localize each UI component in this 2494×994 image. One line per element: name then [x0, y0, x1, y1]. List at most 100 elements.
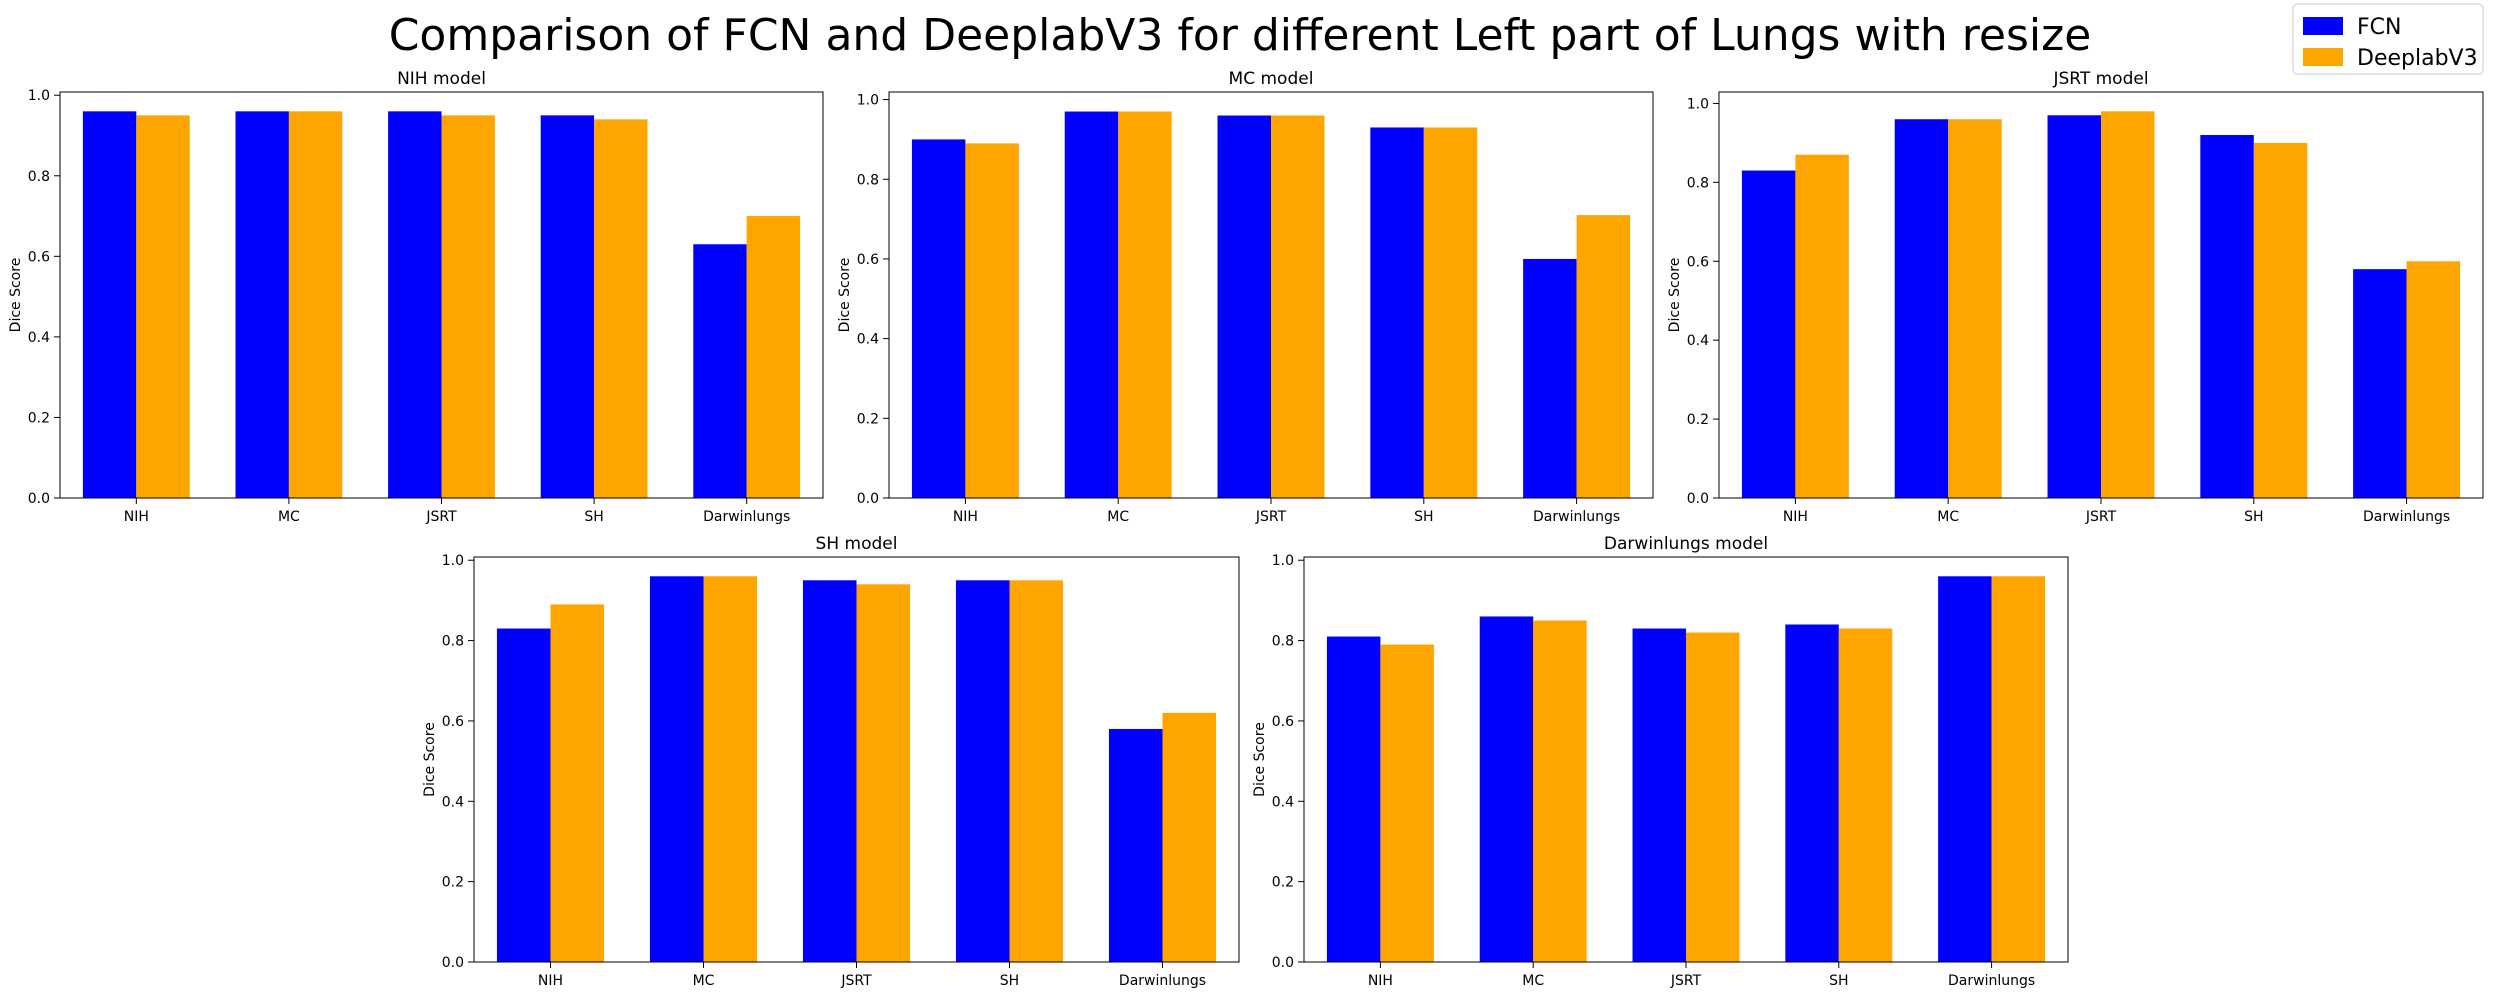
x-tick-label-nih: NIH	[1783, 509, 1808, 525]
x-tick-label-mc: MC	[1522, 973, 1544, 989]
subplot-darwinlungs-model: 0.0 0.2 0.4 0.6 0.8 1.0 NIH MC JSRT SH Darwinlungs…	[1252, 534, 2069, 989]
y-tick-label: 0.2	[28, 410, 50, 426]
subplot-title: SH model	[816, 534, 898, 554]
x-tick-label-sh: SH	[584, 509, 603, 525]
bar-fcn-darwinlungs	[1108, 728, 1163, 962]
bar-fcn-mc	[1064, 111, 1119, 499]
y-tick-label: 0.0	[28, 491, 50, 507]
subplot-title: NIH model	[397, 69, 486, 89]
y-tick-label: 0.8	[28, 169, 50, 185]
x-tick-label-jsrt: JSRT	[2085, 509, 2117, 525]
x-tick-label-jsrt: JSRT	[1255, 509, 1287, 525]
bar-deeplabv3-darwinlungs	[1576, 215, 1631, 499]
bar-fcn-nih	[496, 628, 551, 962]
x-tick-label-jsrt: JSRT	[840, 973, 872, 989]
x-tick-label-sh: SH	[2244, 509, 2263, 525]
x-tick-label-nih: NIH	[538, 973, 563, 989]
bar-fcn-sh	[2200, 135, 2254, 498]
y-tick-label: 0.0	[857, 491, 879, 507]
figure-title: Comparison of FCN and DeeplabV3 for diff…	[389, 10, 2092, 61]
bar-fcn-jsrt	[2047, 115, 2101, 498]
x-tick-label-mc: MC	[693, 973, 715, 989]
y-tick-label: 0.6	[442, 714, 464, 730]
y-tick-label: 1.0	[857, 93, 879, 109]
y-axis-label: Dice Score	[8, 258, 24, 333]
y-tick-label: 0.4	[857, 332, 879, 348]
bar-fcn-jsrt	[802, 580, 857, 962]
x-tick-label-darwinlungs: Darwinlungs	[1119, 973, 1206, 989]
bar-deeplabv3-nih	[550, 604, 605, 962]
x-tick-label-sh: SH	[1414, 509, 1433, 525]
subplot-jsrt-model: 0.0 0.2 0.4 0.6 0.8 1.0 NIH MC JSRT SH Darwinlungs…	[1667, 69, 2484, 525]
subplot-title: Darwinlungs model	[1604, 534, 1768, 554]
y-tick-label: 0.0	[442, 955, 464, 971]
y-axis-label: Dice Score	[1252, 722, 1268, 797]
x-tick-label-nih: NIH	[124, 509, 149, 525]
x-tick-label-nih: NIH	[953, 509, 978, 525]
x-tick-label-mc: MC	[1107, 509, 1129, 525]
bar-fcn-darwinlungs	[1523, 258, 1577, 498]
x-tick-label-mc: MC	[278, 509, 300, 525]
bar-fcn-sh	[1785, 624, 1839, 962]
y-tick-label: 0.8	[857, 172, 879, 188]
x-tick-label-darwinlungs: Darwinlungs	[2363, 509, 2450, 525]
legend-label-fcn: FCN	[2357, 15, 2401, 40]
bar-deeplabv3-mc	[1948, 119, 2002, 498]
x-tick-label-darwinlungs: Darwinlungs	[1948, 973, 2035, 989]
y-tick-label: 0.2	[442, 875, 464, 891]
bar-deeplabv3-mc	[703, 576, 758, 962]
bar-fcn-jsrt	[1632, 628, 1686, 962]
bar-fcn-mc	[1894, 119, 1949, 498]
y-tick-label: 1.0	[28, 88, 50, 104]
y-tick-label: 0.6	[28, 249, 50, 265]
subplot-title: MC model	[1229, 69, 1314, 89]
y-tick-label: 0.4	[1272, 794, 1294, 810]
x-tick-label-sh: SH	[1829, 973, 1848, 989]
x-tick-label-darwinlungs: Darwinlungs	[703, 509, 790, 525]
bar-deeplabv3-nih	[1795, 154, 1849, 499]
subplot-sh-model: 0.0 0.2 0.4 0.6 0.8 1.0 NIH MC JSRT SH Darwinlungs…	[422, 534, 1240, 989]
bar-deeplabv3-sh	[594, 119, 648, 498]
y-tick-label: 1.0	[1687, 96, 1709, 112]
y-axis-label: Dice Score	[1667, 258, 1683, 333]
legend-swatch-fcn	[2303, 17, 2343, 35]
bar-deeplabv3-jsrt	[856, 584, 911, 962]
bar-deeplabv3-jsrt	[1271, 115, 1325, 498]
x-tick-label-nih: NIH	[1368, 973, 1393, 989]
bar-fcn-jsrt	[1217, 115, 1271, 498]
bar-deeplabv3-darwinlungs	[746, 216, 801, 498]
y-axis-label: Dice Score	[422, 722, 438, 797]
bar-fcn-mc	[235, 111, 289, 498]
y-tick-label: 0.4	[442, 794, 464, 810]
y-tick-label: 0.2	[857, 411, 879, 427]
bar-deeplabv3-mc	[1118, 111, 1172, 499]
bar-deeplabv3-jsrt	[1686, 632, 1740, 962]
bar-fcn-sh	[955, 580, 1010, 962]
y-tick-label: 0.8	[442, 634, 464, 650]
y-tick-label: 0.6	[1687, 254, 1709, 270]
figure-legend: FCN DeeplabV3	[2292, 3, 2484, 75]
bar-fcn-darwinlungs	[2353, 269, 2407, 498]
subplot-title: JSRT model	[2052, 69, 2148, 89]
x-tick-label-mc: MC	[1937, 509, 1959, 525]
subplot-panels: 0.0 0.2 0.4 0.6 0.8 1.0 NIH MC JSRT SH Darwinlungs…	[8, 69, 2484, 989]
bar-deeplabv3-mc	[288, 111, 343, 498]
bar-fcn-nih	[1326, 636, 1381, 962]
bar-deeplabv3-nih	[136, 115, 190, 499]
bar-fcn-mc	[649, 576, 704, 962]
y-tick-label: 1.0	[442, 553, 464, 569]
bar-fcn-jsrt	[388, 111, 442, 498]
y-axis-label: Dice Score	[837, 258, 853, 333]
bar-fcn-nih	[82, 111, 137, 498]
legend-swatch-deeplabv3	[2303, 48, 2343, 66]
y-tick-label: 0.8	[1687, 175, 1709, 191]
bar-deeplabv3-jsrt	[441, 115, 495, 499]
bar-fcn-sh	[540, 115, 595, 499]
bar-deeplabv3-nih	[1380, 644, 1434, 962]
y-tick-label: 0.2	[1272, 875, 1294, 891]
y-tick-label: 1.0	[1272, 553, 1294, 569]
x-tick-label-jsrt: JSRT	[425, 509, 457, 525]
bar-fcn-nih	[1741, 170, 1796, 498]
legend-label-deeplabv3: DeeplabV3	[2357, 46, 2478, 71]
